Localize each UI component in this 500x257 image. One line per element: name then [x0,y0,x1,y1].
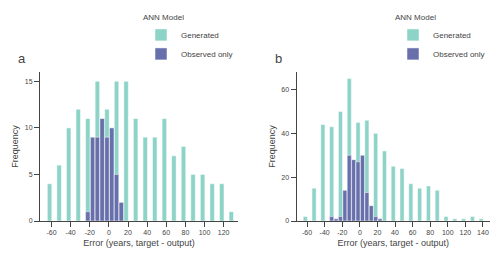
svg-text:40: 40 [143,229,151,236]
svg-text:40: 40 [281,130,289,137]
svg-text:140: 140 [477,229,489,236]
svg-text:-60: -60 [46,229,56,236]
svg-text:20: 20 [374,229,382,236]
svg-text:10: 10 [25,124,33,131]
svg-text:Observed only: Observed only [433,50,485,59]
svg-text:0: 0 [29,217,33,224]
svg-text:Error (years, target - output): Error (years, target - output) [337,238,449,248]
svg-text:120: 120 [218,229,230,236]
svg-text:15: 15 [25,78,33,85]
svg-text:-40: -40 [66,229,76,236]
svg-text:-20: -20 [85,229,95,236]
svg-text:Generated: Generated [181,31,219,40]
svg-text:100: 100 [199,229,211,236]
svg-text:5: 5 [29,171,33,178]
svg-text:0: 0 [107,229,111,236]
svg-text:b: b [275,51,282,66]
svg-text:60: 60 [162,229,170,236]
svg-text:60: 60 [281,86,289,93]
svg-text:a: a [18,51,26,66]
svg-text:80: 80 [181,229,189,236]
svg-text:40: 40 [391,229,399,236]
svg-text:100: 100 [442,229,454,236]
svg-text:120: 120 [460,229,472,236]
svg-text:Observed only: Observed only [181,50,233,59]
svg-text:0: 0 [358,229,362,236]
svg-text:-60: -60 [302,229,312,236]
svg-text:Generated: Generated [433,31,471,40]
svg-text:ANN Model: ANN Model [143,13,184,22]
svg-text:20: 20 [124,229,132,236]
svg-text:-40: -40 [320,229,330,236]
svg-text:20: 20 [281,174,289,181]
svg-text:Frequency: Frequency [267,125,277,168]
svg-text:-20: -20 [337,229,347,236]
svg-text:ANN Model: ANN Model [395,13,436,22]
svg-text:0: 0 [285,217,289,224]
svg-text:80: 80 [426,229,434,236]
svg-text:Error (years, target - output): Error (years, target - output) [83,238,195,248]
svg-text:Frequency: Frequency [10,125,20,168]
svg-text:60: 60 [409,229,417,236]
